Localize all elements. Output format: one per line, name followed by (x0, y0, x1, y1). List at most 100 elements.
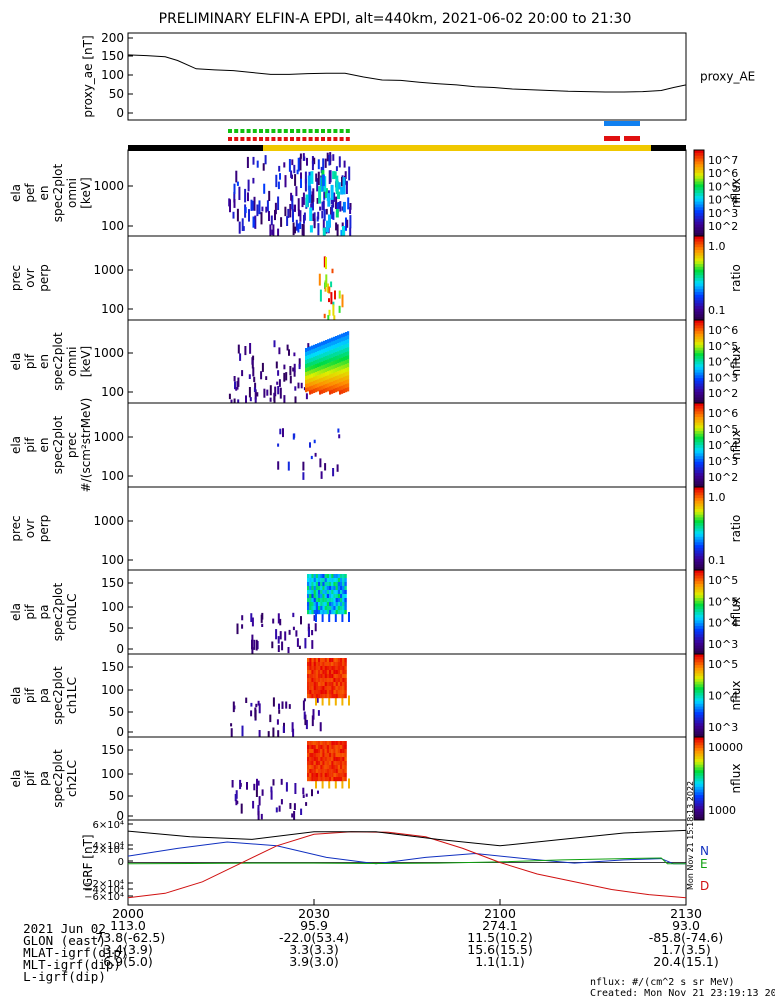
heat-cell (341, 369, 344, 374)
heat-cell (337, 761, 341, 766)
heat-cell (309, 602, 312, 607)
heat-cell (309, 761, 312, 766)
heat-cell (335, 582, 338, 587)
heat-cell (254, 709, 257, 721)
heat-cell (309, 694, 312, 699)
heat-cell (279, 428, 282, 435)
colorbar-cell (694, 617, 704, 621)
heat-cell (326, 152, 329, 162)
heat-cell (302, 787, 305, 795)
heat-cell (300, 808, 303, 815)
heat-cell (323, 388, 326, 393)
heat-cell (327, 363, 330, 368)
heat-cell (318, 773, 321, 778)
heat-cell (335, 682, 338, 687)
colorbar-cell (694, 564, 704, 568)
heat-cell (337, 191, 340, 199)
heat-cell (327, 379, 330, 384)
heat-cell (331, 757, 334, 762)
y-axis-label: ch1LC (65, 677, 79, 714)
heat-cell (322, 682, 325, 687)
heat-cell (258, 730, 261, 738)
heat-cell (326, 690, 330, 695)
heat-cell (329, 390, 332, 395)
colorbar-cell (694, 150, 704, 154)
heat-cell (326, 749, 330, 754)
heat-cell (311, 345, 314, 350)
heat-cell (234, 381, 236, 390)
heat-cell (332, 301, 335, 307)
heat-cell (341, 337, 344, 342)
heat-cell (311, 753, 314, 758)
colorbar-cell (694, 261, 704, 265)
heat-cell (335, 348, 338, 353)
heat-cell (324, 753, 327, 758)
heat-cell (313, 773, 316, 778)
heat-cell (309, 594, 312, 599)
heat-cell (335, 777, 338, 782)
heat-cell (333, 340, 336, 345)
heat-cell (307, 578, 310, 583)
heat-cell (342, 674, 345, 679)
y-tick-label: 6×10⁴ (93, 820, 124, 831)
colorbar-cell (694, 520, 704, 524)
heat-cell (329, 594, 332, 599)
colorbar-cell (694, 266, 704, 271)
heat-cell (324, 686, 327, 691)
colorbar-cell (694, 478, 704, 482)
marker-red (308, 137, 313, 141)
heat-cell (305, 793, 308, 797)
colorbar-cell (694, 701, 704, 705)
marker-green (228, 129, 232, 133)
colorbar-cell (694, 333, 704, 338)
heat-cell (337, 777, 341, 782)
colorbar-cell (694, 651, 704, 655)
heat-cell (334, 290, 336, 300)
heat-cell (345, 217, 347, 231)
heat-cell (285, 701, 288, 709)
heat-cell (331, 365, 334, 370)
colorbar-cell (694, 158, 704, 162)
colorbar-cell (694, 303, 704, 307)
heat-cell (313, 384, 316, 389)
heat-cell (313, 352, 316, 357)
heat-cell (342, 598, 345, 603)
heat-cell (347, 339, 350, 344)
heat-cell (344, 753, 347, 758)
heat-cell (337, 383, 340, 388)
colorbar-cell (694, 770, 704, 774)
marker-green (327, 129, 332, 133)
heat-cell (297, 382, 300, 389)
y-axis-label: prec (65, 432, 79, 458)
heat-cell (324, 769, 327, 774)
heat-cell (335, 773, 338, 778)
heat-cell (322, 598, 325, 603)
colorbar-cell (694, 706, 704, 710)
heat-cell (318, 761, 321, 766)
heat-cell (337, 690, 341, 695)
colorbar-cell (694, 391, 704, 396)
heat-cell (335, 662, 338, 667)
heat-cell (315, 376, 318, 381)
colorbar-cell (694, 375, 704, 379)
y-axis-label: pa (37, 771, 51, 786)
heat-cell (343, 388, 346, 393)
heat-cell (312, 188, 315, 202)
heat-cell (324, 777, 327, 782)
heat-cell (307, 745, 310, 750)
heat-cell (345, 364, 348, 369)
heat-cell (335, 670, 338, 675)
heat-cell (319, 458, 322, 468)
heat-cell (278, 703, 280, 710)
heat-cell (333, 757, 336, 762)
heat-cell (337, 670, 341, 675)
heat-cell (341, 361, 344, 366)
heat-cell (337, 658, 341, 663)
heat-cell (321, 612, 324, 622)
heat-cell (295, 630, 298, 637)
heat-cell (335, 196, 338, 204)
colorbar-cell (694, 731, 704, 735)
heat-cell (344, 765, 347, 770)
colorbar-cell (694, 584, 704, 588)
side-stamp: Mon Nov 21 15:18:13 2022 (686, 781, 695, 890)
